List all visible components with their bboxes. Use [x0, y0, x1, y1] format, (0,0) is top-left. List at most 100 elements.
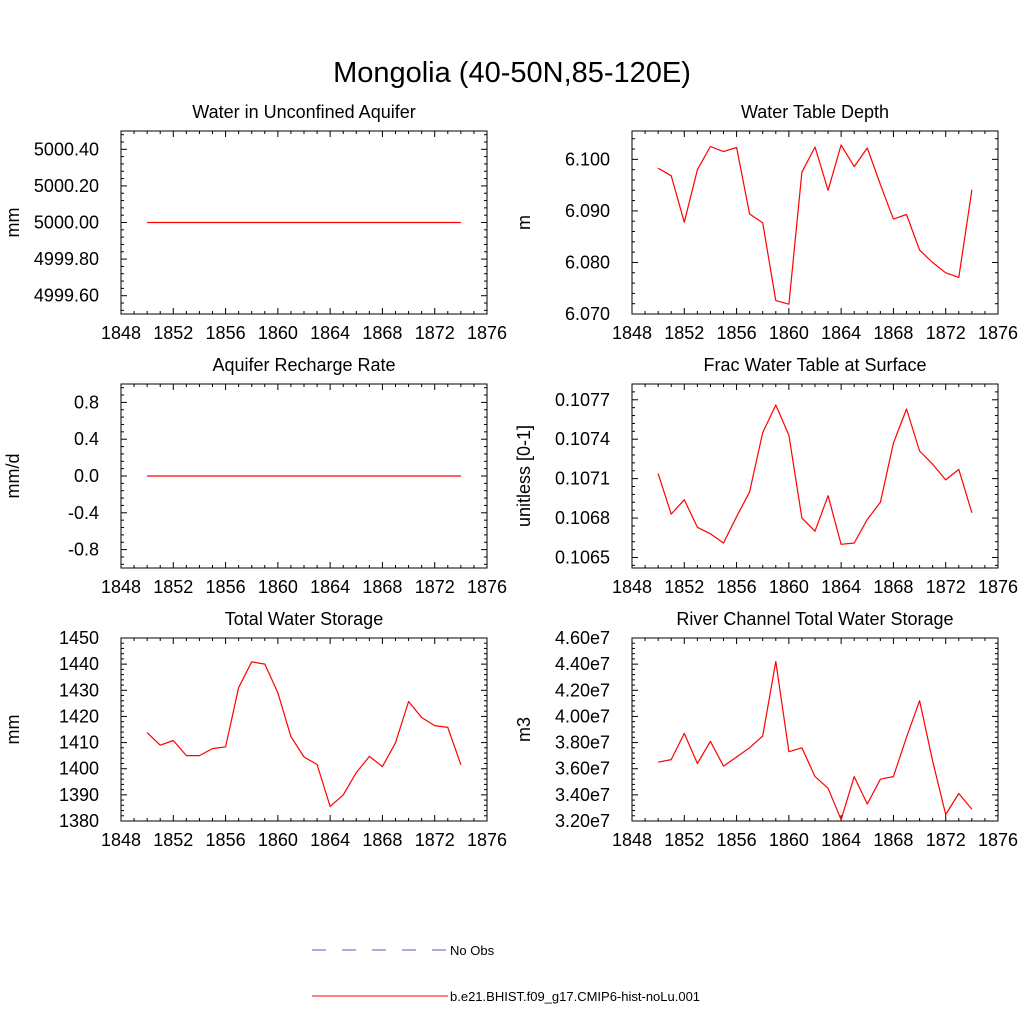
plot-frame	[631, 637, 999, 822]
y-axis-label: unitless [0-1]	[514, 425, 534, 527]
plot-frame	[631, 130, 999, 315]
panel-frac-water-table-at-surface: Frac Water Table at Surface 1848 1852 1856 1…	[514, 355, 1018, 597]
x-tick-label: 1848	[101, 577, 141, 597]
series-line-model	[657, 144, 973, 305]
x-tick-label: 1868	[362, 577, 402, 597]
y-tick-label: 0.0	[74, 466, 99, 486]
panels-group: Water in Unconfined Aquifer 1848 1852 1856 1…	[3, 102, 1018, 850]
x-tick-label: 1856	[206, 577, 246, 597]
series-line-model	[146, 661, 462, 808]
y-tick-label: 0.1074	[555, 429, 610, 449]
x-tick-label: 1864	[821, 577, 861, 597]
x-tick-label: 1848	[101, 830, 141, 850]
x-tick-label: 1852	[664, 577, 704, 597]
x-tick-label: 1872	[415, 577, 455, 597]
y-axis-label: m	[514, 215, 534, 230]
x-tick-label: 1868	[873, 323, 913, 343]
series-line-model	[657, 404, 973, 545]
y-tick-label: 0.1068	[555, 508, 610, 528]
x-tick-label: 1864	[310, 577, 350, 597]
y-tick-label: 1390	[59, 785, 99, 805]
y-tick-label: 0.8	[74, 392, 99, 412]
y-tick-label: 6.100	[565, 149, 610, 169]
y-tick-label: 1400	[59, 759, 99, 779]
x-tick-label: 1856	[206, 323, 246, 343]
x-tick-label: 1876	[467, 577, 507, 597]
x-tick-label: 1864	[821, 830, 861, 850]
x-tick-label: 1860	[769, 577, 809, 597]
x-tick-label: 1868	[873, 577, 913, 597]
legend-label-no-obs: No Obs	[450, 943, 495, 958]
plot-frame	[120, 637, 488, 822]
series-line-model	[657, 660, 973, 821]
y-tick-label: 5000.20	[34, 176, 99, 196]
y-tick-label: 3.80e7	[555, 733, 610, 753]
x-tick-label: 1860	[258, 323, 298, 343]
y-tick-label: 0.4	[74, 429, 99, 449]
x-tick-label: 1868	[362, 323, 402, 343]
panel-water-in-unconfined-aquifer: Water in Unconfined Aquifer 1848 1852 1856 1…	[3, 102, 507, 343]
panel-aquifer-recharge-rate: Aquifer Recharge Rate 1848 1852 1856 1860 186…	[3, 355, 507, 597]
y-tick-label: 5000.40	[34, 139, 99, 159]
x-tick-label: 1852	[153, 323, 193, 343]
panel-title: Aquifer Recharge Rate	[212, 355, 395, 375]
y-tick-label: 6.080	[565, 252, 610, 272]
y-tick-label: 1380	[59, 811, 99, 831]
panel-title: River Channel Total Water Storage	[676, 609, 953, 629]
x-tick-label: 1860	[258, 830, 298, 850]
y-tick-label: 1420	[59, 706, 99, 726]
y-tick-label: 1430	[59, 680, 99, 700]
y-tick-label: 5000.00	[34, 213, 99, 233]
y-tick-label: 4.00e7	[555, 706, 610, 726]
y-tick-label: -0.4	[68, 503, 99, 523]
x-tick-label: 1876	[978, 830, 1018, 850]
y-tick-label: 1410	[59, 733, 99, 753]
x-tick-label: 1876	[978, 323, 1018, 343]
panel-title: Total Water Storage	[225, 609, 383, 629]
x-tick-label: 1848	[101, 323, 141, 343]
x-tick-label: 1872	[415, 323, 455, 343]
y-tick-label: 0.1071	[555, 469, 610, 489]
y-axis-label: mm/d	[3, 454, 23, 499]
x-tick-label: 1872	[926, 577, 966, 597]
y-tick-label: 6.070	[565, 304, 610, 324]
y-tick-label: -0.8	[68, 540, 99, 560]
legend: No Obs b.e21.BHIST.f09_g17.CMIP6-hist-no…	[312, 943, 700, 1004]
y-tick-label: 1450	[59, 628, 99, 648]
x-tick-label: 1876	[467, 830, 507, 850]
x-tick-label: 1868	[362, 830, 402, 850]
y-tick-label: 4999.60	[34, 286, 99, 306]
x-tick-label: 1852	[153, 830, 193, 850]
y-axis-label: mm	[3, 715, 23, 745]
x-tick-label: 1848	[612, 577, 652, 597]
x-tick-label: 1868	[873, 830, 913, 850]
x-tick-label: 1852	[664, 323, 704, 343]
panel-title: Water Table Depth	[741, 102, 889, 122]
x-tick-label: 1872	[926, 830, 966, 850]
y-axis-label: m3	[514, 717, 534, 742]
x-tick-label: 1872	[415, 830, 455, 850]
x-tick-label: 1860	[769, 830, 809, 850]
x-tick-label: 1864	[310, 830, 350, 850]
y-tick-label: 4.60e7	[555, 628, 610, 648]
y-tick-label: 0.1065	[555, 547, 610, 567]
panel-river-channel-total-water-storage: River Channel Total Water Storage 1848 185…	[514, 609, 1018, 850]
x-tick-label: 1852	[664, 830, 704, 850]
x-tick-label: 1856	[717, 323, 757, 343]
figure-title: Mongolia (40-50N,85-120E)	[333, 57, 691, 89]
x-tick-label: 1852	[153, 577, 193, 597]
x-tick-label: 1860	[769, 323, 809, 343]
y-tick-label: 4999.80	[34, 249, 99, 269]
y-tick-label: 1440	[59, 654, 99, 674]
x-tick-label: 1860	[258, 577, 298, 597]
x-tick-label: 1856	[717, 830, 757, 850]
y-tick-label: 0.1077	[555, 390, 610, 410]
y-tick-label: 3.60e7	[555, 759, 610, 779]
x-tick-label: 1876	[978, 577, 1018, 597]
x-tick-label: 1848	[612, 323, 652, 343]
x-tick-label: 1876	[467, 323, 507, 343]
x-tick-label: 1848	[612, 830, 652, 850]
legend-label-model: b.e21.BHIST.f09_g17.CMIP6-hist-noLu.001	[450, 989, 700, 1004]
panel-title: Frac Water Table at Surface	[703, 355, 926, 375]
